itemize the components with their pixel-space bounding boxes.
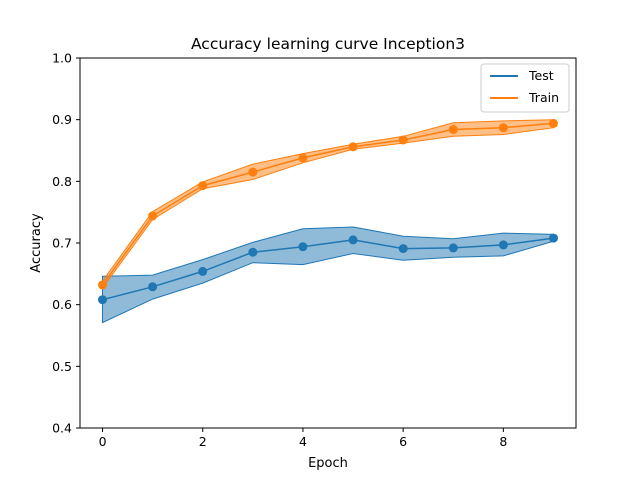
train-data-point xyxy=(549,118,558,128)
test-data-point xyxy=(198,266,208,276)
x-axis-ticks: 0 2 4 6 8 xyxy=(99,428,507,449)
y-tick-label: 0.7 xyxy=(52,236,72,251)
legend-label-train: Train xyxy=(528,90,559,105)
y-tick-label: 0.8 xyxy=(52,174,72,189)
train-data-point xyxy=(248,167,258,177)
chart-title: Accuracy learning curve Inception3 xyxy=(191,35,465,53)
x-tick-label: 0 xyxy=(99,434,107,449)
test-data-point xyxy=(148,282,158,292)
train-data-point xyxy=(348,142,358,152)
test-data-point xyxy=(248,247,258,257)
train-data-point xyxy=(448,125,458,134)
legend-label-test: Test xyxy=(528,68,554,83)
train-series-line xyxy=(101,122,554,286)
x-tick-label: 4 xyxy=(299,434,307,449)
test-data-point xyxy=(348,235,358,245)
test-data-point xyxy=(298,242,308,252)
x-tick-label: 2 xyxy=(199,434,207,449)
train-data-point xyxy=(98,280,107,290)
x-tick-label: 8 xyxy=(499,434,507,449)
series-points xyxy=(98,118,558,305)
y-tick-label: 0.6 xyxy=(52,297,72,312)
legend: Test Train xyxy=(480,63,570,113)
test-data-point xyxy=(498,240,508,250)
y-axis-ticks: 0.4 0.5 0.6 0.7 0.8 0.9 1.0 xyxy=(52,51,80,436)
train-data-point xyxy=(148,211,158,221)
x-axis-label: Epoch xyxy=(308,456,348,471)
y-tick-label: 0.5 xyxy=(52,359,72,374)
test-data-point xyxy=(549,233,558,243)
x-tick-label: 6 xyxy=(399,434,407,449)
test-series-line xyxy=(102,237,554,301)
train-data-point xyxy=(398,135,408,145)
train-data-point xyxy=(498,123,508,133)
test-data-point xyxy=(98,295,107,305)
train-data-point xyxy=(198,181,208,191)
y-tick-label: 1.0 xyxy=(52,51,72,66)
test-data-point xyxy=(398,244,408,254)
series-lines xyxy=(101,122,554,301)
train-data-point xyxy=(298,153,308,163)
y-axis-label: Accuracy xyxy=(29,213,44,273)
test-data-point xyxy=(448,243,458,253)
y-tick-label: 0.4 xyxy=(52,421,72,436)
y-tick-label: 0.9 xyxy=(52,112,72,127)
